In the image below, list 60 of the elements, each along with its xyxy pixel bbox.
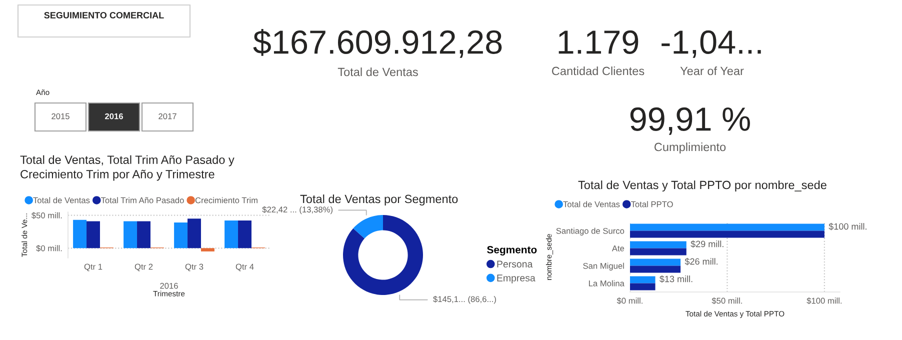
legend-title: Segmento xyxy=(487,246,537,256)
x-tick-label: Qtr 4 xyxy=(236,264,254,272)
bar xyxy=(630,283,656,290)
x-tick-label: $0 mill. xyxy=(616,297,642,304)
bar xyxy=(73,220,87,248)
chart-title: Total de Ventas, Total Trim Año Pasado y Crecimiento Trim por Año y Trimestre xyxy=(20,155,234,181)
text: -1,04... xyxy=(662,30,761,58)
text: 2016 xyxy=(160,282,178,289)
data-label: $145,1... (86,6...) xyxy=(433,296,496,304)
data-label: $22,42 ... (13,38%) xyxy=(262,206,332,214)
data-label: $100 mill. xyxy=(828,222,866,230)
donut-slice xyxy=(343,215,423,295)
legend-label: Total de Ventas xyxy=(563,201,620,208)
text: Cumplimiento xyxy=(654,142,726,154)
bar xyxy=(224,220,238,248)
bar xyxy=(630,266,681,273)
x-tick-label: $50 mill. xyxy=(712,297,742,304)
bar xyxy=(630,248,686,256)
chart-title: Total de Ventas y Total PPTO por nombre_sede xyxy=(578,180,826,192)
bar xyxy=(137,221,150,248)
bar xyxy=(630,241,686,248)
legend-label: Total Trim Año Pasado xyxy=(101,197,184,204)
bar xyxy=(188,218,201,248)
bar xyxy=(238,220,252,248)
donut-slice xyxy=(353,215,383,238)
data-label: $13 mill. xyxy=(660,275,692,283)
data-label: $29 mill. xyxy=(690,240,724,248)
text: 99,91 % xyxy=(630,107,750,135)
legend-label: Total PPTO xyxy=(631,201,673,208)
text: Year of Year xyxy=(680,66,744,76)
y-tick-label: Ate xyxy=(612,246,624,252)
x-tick-label: $100 mill. xyxy=(806,297,842,304)
category-label: 2016 xyxy=(105,113,123,120)
legend-label: Empresa xyxy=(497,274,536,284)
legend-label: Total de Ventas xyxy=(33,197,90,204)
data-label: $26 mill. xyxy=(684,258,718,266)
bar xyxy=(630,224,824,231)
text: 1.179 xyxy=(558,30,638,54)
text: $167.609.912,28 xyxy=(253,28,502,58)
chart-title: Total de Ventas por Segmento xyxy=(300,194,458,206)
bar xyxy=(124,221,138,248)
legend-label: Persona xyxy=(497,260,533,268)
x-tick-label: Qtr 2 xyxy=(134,264,153,272)
text: SEGUIMIENTO COMERCIAL xyxy=(44,12,164,18)
text: Total de Ventas xyxy=(338,68,418,76)
bar xyxy=(630,258,681,266)
bar xyxy=(630,276,656,284)
y-tick-label: Santiago de Surco xyxy=(556,228,624,236)
bar xyxy=(86,221,100,248)
category-label: 2015 xyxy=(52,113,70,120)
bar xyxy=(630,230,824,238)
y-tick-label: La Molina xyxy=(589,280,624,286)
bar xyxy=(174,222,188,248)
bar xyxy=(200,248,214,252)
y-tick-label: San Miguel xyxy=(583,262,624,270)
x-tick-label: Qtr 1 xyxy=(84,264,102,272)
text: Cantidad Clientes xyxy=(552,66,644,76)
x-tick-label: Qtr 3 xyxy=(185,264,204,272)
category-label: 2017 xyxy=(158,113,176,120)
legend-label: Crecimiento Trim xyxy=(195,197,258,204)
